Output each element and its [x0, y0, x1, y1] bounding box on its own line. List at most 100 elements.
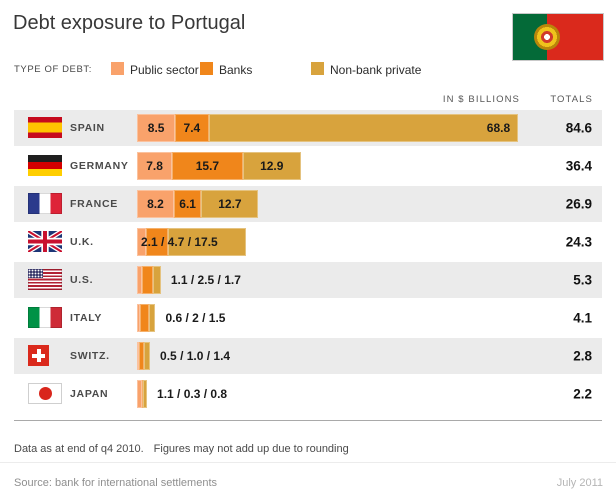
segment-public-sector [137, 380, 142, 408]
segment-public-sector: 8.2 [137, 190, 174, 218]
stacked-bar-us: 1.1 / 2.5 / 1.7 [137, 266, 522, 294]
footnote: Data as at end of q4 2010. Figures may no… [14, 443, 349, 455]
segment-value: 8.2 [147, 197, 164, 211]
total-value: 36.4 [565, 158, 592, 174]
table-row-italy: ITALY 0.6 / 2 / 1.5 4.1 [14, 300, 602, 336]
stacked-bar-germany: 7.8 15.7 12.9 [137, 152, 522, 180]
table-row-germany: GERMANY 7.8 15.7 12.9 36.4 [14, 148, 602, 184]
total-value: 26.9 [565, 196, 592, 212]
non-bank-private-swatch-icon [311, 62, 324, 75]
segment-banks [141, 380, 144, 408]
stacked-bar-uk: 2.1 / 4.7 / 17.5 [137, 228, 522, 256]
segment-value: 12.7 [218, 197, 242, 211]
segment-public-sector: 7.8 [137, 152, 173, 180]
stacked-bar-italy: 0.6 / 2 / 1.5 [137, 304, 522, 332]
segment-values: 0.6 / 2 / 1.5 [165, 311, 226, 325]
germany-flag-icon [28, 155, 62, 176]
page-title: Debt exposure to Portugal [13, 12, 246, 34]
divider-line [14, 420, 602, 421]
table-row-us: U.S. 1.1 / 2.5 / 1.7 5.3 [14, 262, 602, 298]
table-row-spain: SPAIN 8.5 7.4 68.8 84.6 [14, 110, 602, 146]
portugal-flag-icon [513, 14, 603, 60]
segment-value: 7.4 [183, 121, 201, 135]
stacked-bar-france: 8.2 6.1 12.7 [137, 190, 522, 218]
legend-label-non-bank-private: Non-bank private [330, 63, 422, 77]
chart-rows: SPAIN 8.5 7.4 68.8 84.6 GERMANY 7.8 15.7… [0, 110, 616, 414]
table-row-switzerland: SWITZ. 0.5 / 1.0 / 1.4 2.8 [14, 338, 602, 374]
segment-public-sector [137, 342, 140, 370]
column-headers: IN $ BILLIONS TOTALS [0, 94, 616, 106]
segment-public-sector: 8.5 [137, 114, 176, 142]
segment-non-bank-private [143, 342, 151, 370]
segment-non-bank-private: 12.9 [242, 152, 301, 180]
segment-banks: 7.4 [175, 114, 209, 142]
segment-banks [141, 266, 154, 294]
table-row-france: FRANCE 8.2 6.1 12.7 26.9 [14, 186, 602, 222]
legend-title: TYPE OF DEBT: [14, 64, 93, 75]
total-value: 2.8 [573, 348, 592, 364]
portugal-emblem-icon [534, 24, 561, 50]
total-value: 5.3 [573, 272, 592, 288]
segment-public-sector [137, 228, 147, 256]
country-label: FRANCE [70, 198, 118, 210]
segment-values: 1.1 / 2.5 / 1.7 [170, 273, 241, 287]
segment-non-bank-private: 68.8 [208, 114, 519, 142]
segment-banks: 15.7 [172, 152, 243, 180]
segment-value: 8.5 [147, 121, 165, 135]
column-header-billions: IN $ BILLIONS [442, 94, 520, 105]
segment-values: 1.1 / 0.3 / 0.8 [157, 387, 228, 401]
total-value: 24.3 [565, 234, 592, 250]
country-label: ITALY [70, 312, 103, 324]
segment-value: 68.8 [486, 121, 511, 135]
france-flag-icon [28, 193, 62, 214]
segment-non-bank-private [143, 380, 148, 408]
total-value: 84.6 [565, 120, 592, 136]
us-flag-icon [28, 269, 62, 290]
segment-banks [139, 304, 149, 332]
segment-banks: 6.1 [173, 190, 202, 218]
uk-flag-icon [28, 231, 62, 252]
segment-banks [139, 342, 144, 370]
country-label: GERMANY [70, 160, 129, 172]
country-label: U.S. [70, 274, 94, 286]
table-row-uk: U.K. 2.1 / 4.7 / 17.5 24.3 [14, 224, 602, 260]
public-sector-swatch-icon [111, 62, 124, 75]
segment-non-bank-private [153, 266, 161, 294]
switzerland-flag-icon [28, 345, 49, 366]
legend-label-banks: Banks [219, 63, 253, 77]
segment-non-bank-private [148, 304, 156, 332]
publication-date: July 2011 [556, 477, 603, 489]
segment-banks [146, 228, 168, 256]
segment-non-bank-private [167, 228, 247, 256]
segment-value: 12.9 [260, 159, 284, 173]
country-label: JAPAN [70, 388, 109, 400]
legend-label-public-sector: Public sector [130, 63, 199, 77]
segment-values: 0.5 / 1.0 / 1.4 [160, 349, 231, 363]
total-value: 4.1 [573, 310, 592, 326]
total-value: 2.2 [573, 386, 592, 402]
country-label: U.K. [70, 236, 94, 248]
italy-flag-icon [28, 307, 62, 328]
segment-value: 6.1 [179, 197, 196, 211]
footnote-rounding: Figures may not add up due to rounding [153, 443, 349, 455]
column-header-totals: TOTALS [550, 94, 593, 105]
banks-swatch-icon [200, 62, 213, 75]
country-label: SWITZ. [70, 350, 110, 362]
source-bar: Source: bank for international settlemen… [0, 462, 616, 496]
segment-non-bank-private: 12.7 [201, 190, 259, 218]
segment-public-sector [137, 304, 140, 332]
legend: TYPE OF DEBT: Public sector Banks Non-ba… [0, 60, 616, 78]
segment-values: 2.1 / 4.7 / 17.5 [141, 235, 218, 249]
segment-value: 15.7 [195, 159, 220, 173]
segment-value: 7.8 [146, 159, 163, 173]
source-text: Source: bank for international settlemen… [14, 477, 218, 489]
stacked-bar-japan: 1.1 / 0.3 / 0.8 [137, 380, 522, 408]
country-label: SPAIN [70, 122, 105, 134]
segment-public-sector [137, 266, 142, 294]
japan-flag-icon [28, 383, 62, 404]
stacked-bar-switzerland: 0.5 / 1.0 / 1.4 [137, 342, 522, 370]
spain-flag-icon [28, 117, 62, 138]
table-row-japan: JAPAN 1.1 / 0.3 / 0.8 2.2 [14, 376, 602, 412]
stacked-bar-spain: 8.5 7.4 68.8 [137, 114, 522, 142]
